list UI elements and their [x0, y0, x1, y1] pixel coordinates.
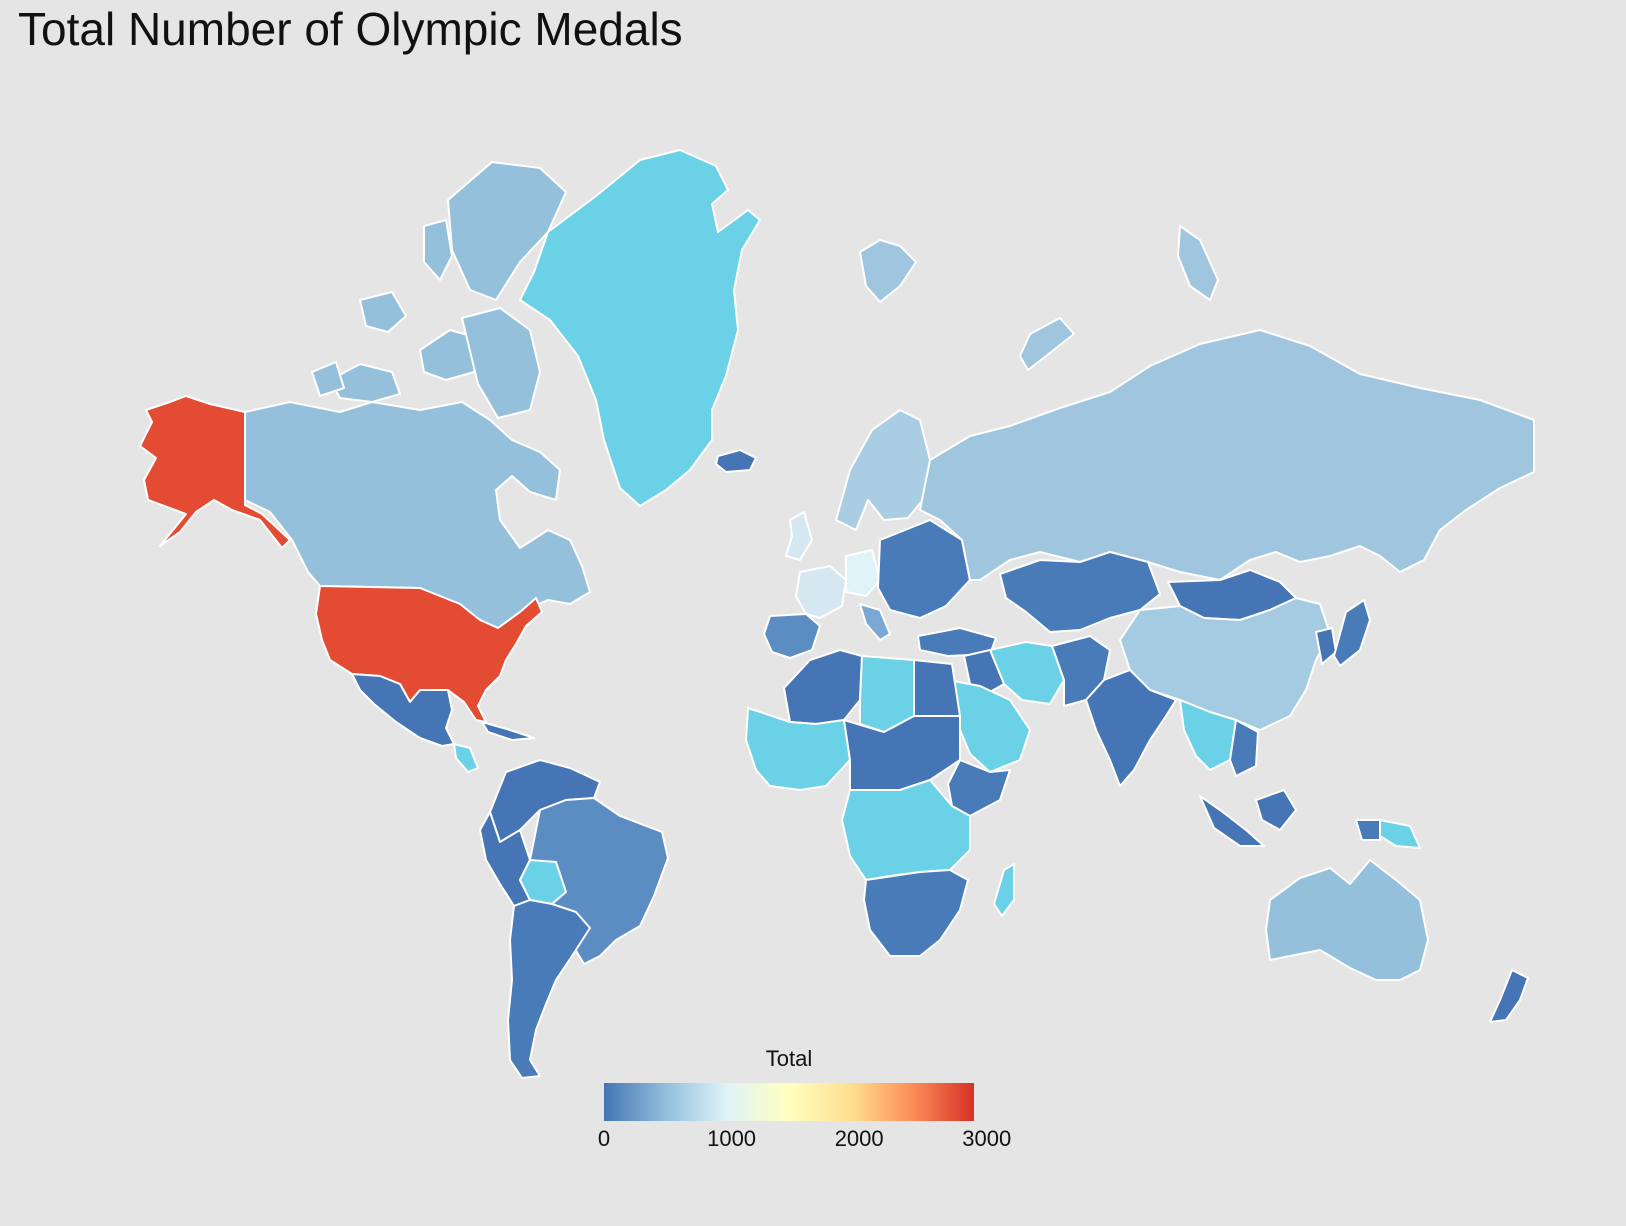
region-madagascar[interactable] [993, 863, 1015, 917]
region-iceland[interactable] [715, 449, 757, 473]
region-canada-islands[interactable] [359, 291, 407, 333]
region-japan[interactable] [1333, 599, 1371, 667]
region-korea[interactable] [1315, 627, 1337, 665]
region-uk[interactable] [785, 511, 813, 561]
region-indonesia[interactable] [1199, 795, 1265, 847]
region-italy[interactable] [859, 603, 891, 641]
region-egypt[interactable] [913, 659, 961, 717]
region-france[interactable] [795, 565, 847, 619]
region-scandinavia[interactable] [835, 409, 931, 531]
region-canada-islands[interactable] [423, 219, 453, 281]
page-title: Total Number of Olympic Medals [18, 3, 683, 55]
region-west-africa[interactable] [745, 707, 851, 791]
region-papua-west[interactable] [1355, 819, 1381, 841]
legend-tick-label: 0 [597, 1126, 611, 1151]
region-argentina-chile[interactable] [507, 899, 591, 1079]
region-russia-islands[interactable] [1177, 225, 1219, 301]
region-indonesia-2[interactable] [1255, 789, 1297, 831]
region-central-america[interactable] [453, 743, 479, 773]
legend-tick-label: 3000 [962, 1126, 1012, 1151]
region-iran[interactable] [989, 641, 1065, 705]
region-southeast-asia[interactable] [1179, 699, 1237, 771]
region-india[interactable] [1085, 669, 1177, 787]
region-canada-islands[interactable] [419, 329, 479, 381]
region-new-zealand[interactable] [1489, 969, 1529, 1023]
region-caribbean[interactable] [481, 721, 535, 741]
region-southern-africa[interactable] [863, 869, 969, 957]
legend-title: Total [765, 1046, 813, 1071]
region-alaska[interactable] [139, 395, 291, 549]
region-mexico[interactable] [351, 673, 455, 747]
legend-tick-label: 1000 [707, 1126, 757, 1151]
region-russia-islands[interactable] [1019, 317, 1075, 371]
region-germany[interactable] [845, 549, 881, 597]
color-legend: Total 0 1000 2000 3000 [598, 1046, 1011, 1156]
region-russia[interactable] [919, 329, 1535, 581]
region-southeast-asia-2[interactable] [1229, 719, 1259, 777]
region-ethiopia[interactable] [947, 759, 1011, 817]
region-north-africa-west[interactable] [783, 649, 863, 725]
region-canada-islands[interactable] [447, 161, 567, 301]
region-middle-east[interactable] [963, 649, 1005, 693]
region-russia-islands[interactable] [859, 239, 917, 303]
region-eastern-europe[interactable] [877, 519, 971, 619]
region-papua[interactable] [1379, 819, 1421, 849]
region-canada-islands[interactable] [461, 307, 541, 419]
region-canada-islands[interactable] [311, 361, 345, 397]
region-australia[interactable] [1265, 859, 1429, 981]
region-sahel[interactable] [843, 715, 961, 797]
region-greenland[interactable] [519, 149, 761, 507]
legend-color-bar [604, 1083, 974, 1121]
legend-gradient-rect [604, 1083, 974, 1121]
legend-tick-label: 2000 [834, 1126, 884, 1151]
region-canada-islands[interactable] [329, 363, 401, 403]
region-iberia[interactable] [763, 613, 821, 659]
